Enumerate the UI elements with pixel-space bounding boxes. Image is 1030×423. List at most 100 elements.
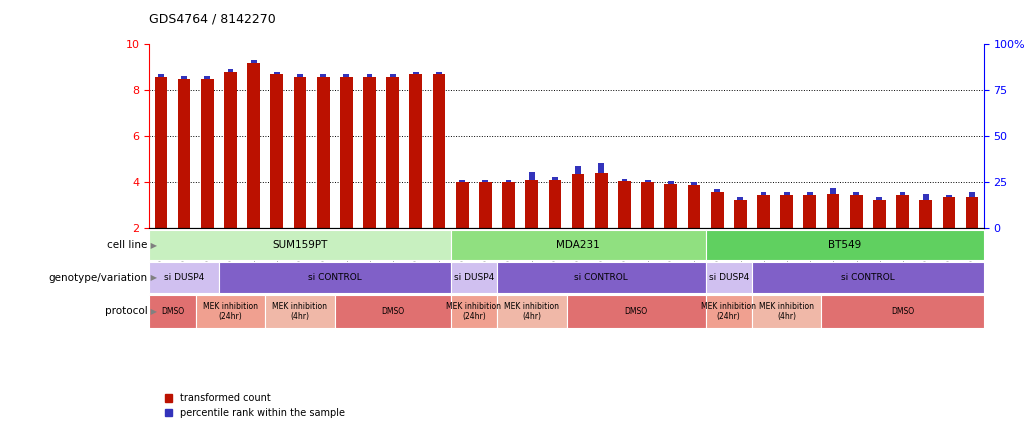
Bar: [642, 182, 654, 228]
Bar: [830, 188, 836, 194]
Bar: [806, 192, 813, 195]
Bar: [154, 77, 167, 228]
Bar: [711, 192, 723, 228]
Text: MEK inhibition
(24hr): MEK inhibition (24hr): [203, 302, 258, 321]
Bar: [218, 262, 451, 293]
Bar: [450, 230, 706, 261]
Bar: [966, 198, 978, 228]
Text: MDA231: MDA231: [556, 240, 599, 250]
Text: si DUSP4: si DUSP4: [709, 273, 749, 282]
Bar: [781, 195, 793, 228]
Bar: [225, 72, 237, 228]
Text: SUM159PT: SUM159PT: [272, 240, 328, 250]
Bar: [969, 192, 975, 198]
Bar: [506, 180, 512, 182]
Bar: [528, 172, 535, 180]
Bar: [873, 200, 886, 228]
Bar: [436, 71, 442, 74]
Bar: [297, 74, 303, 77]
Bar: [757, 195, 769, 228]
Bar: [201, 79, 213, 228]
Legend: transformed count, percentile rank within the sample: transformed count, percentile rank withi…: [165, 393, 345, 418]
Text: MEK inhibition
(4hr): MEK inhibition (4hr): [759, 302, 814, 321]
Bar: [752, 295, 821, 327]
Bar: [920, 200, 932, 228]
Bar: [343, 74, 349, 77]
Bar: [459, 180, 466, 182]
Bar: [803, 195, 816, 228]
Text: cell line: cell line: [107, 240, 147, 250]
Bar: [688, 185, 700, 228]
Bar: [158, 74, 164, 77]
Bar: [149, 230, 451, 261]
Bar: [549, 180, 561, 228]
Bar: [410, 74, 422, 228]
Bar: [266, 295, 335, 327]
Text: si DUSP4: si DUSP4: [164, 273, 204, 282]
Bar: [827, 194, 839, 228]
Bar: [737, 197, 744, 200]
Bar: [645, 180, 651, 182]
Bar: [850, 195, 862, 228]
Bar: [386, 77, 399, 228]
Bar: [821, 295, 984, 327]
Bar: [320, 74, 327, 77]
Bar: [479, 182, 491, 228]
Text: MEK inhibition
(24hr): MEK inhibition (24hr): [701, 302, 756, 321]
Bar: [149, 262, 218, 293]
Text: MEK inhibition
(24hr): MEK inhibition (24hr): [446, 302, 502, 321]
Text: si CONTROL: si CONTROL: [308, 273, 362, 282]
Bar: [714, 189, 720, 192]
Bar: [923, 194, 929, 200]
Text: DMSO: DMSO: [891, 307, 914, 316]
Bar: [450, 295, 496, 327]
Text: MEK inhibition
(4hr): MEK inhibition (4hr): [273, 302, 328, 321]
Bar: [664, 184, 677, 228]
Bar: [149, 295, 196, 327]
Bar: [598, 163, 605, 173]
Bar: [450, 262, 496, 293]
Bar: [482, 180, 488, 182]
Text: BT549: BT549: [828, 240, 861, 250]
Bar: [364, 77, 376, 228]
Bar: [691, 182, 697, 185]
Text: ▶: ▶: [148, 307, 158, 316]
Bar: [877, 197, 883, 200]
Bar: [247, 63, 260, 228]
Bar: [552, 177, 558, 180]
Bar: [706, 230, 984, 261]
Bar: [340, 77, 352, 228]
Text: si CONTROL: si CONTROL: [840, 273, 895, 282]
Bar: [503, 182, 515, 228]
Text: ▶: ▶: [148, 241, 158, 250]
Bar: [572, 174, 584, 228]
Text: protocol: protocol: [104, 306, 147, 316]
Bar: [566, 295, 706, 327]
Text: genotype/variation: genotype/variation: [48, 273, 147, 283]
Bar: [433, 74, 445, 228]
Bar: [896, 195, 908, 228]
Bar: [228, 69, 234, 72]
Bar: [317, 77, 330, 228]
Bar: [496, 262, 706, 293]
Bar: [760, 192, 766, 195]
Bar: [496, 295, 566, 327]
Text: DMSO: DMSO: [381, 307, 404, 316]
Bar: [456, 182, 469, 228]
Bar: [271, 74, 283, 228]
Bar: [178, 79, 191, 228]
Bar: [335, 295, 451, 327]
Bar: [752, 262, 984, 293]
Bar: [196, 295, 265, 327]
Bar: [946, 195, 952, 198]
Bar: [274, 71, 280, 74]
Bar: [734, 200, 747, 228]
Text: si DUSP4: si DUSP4: [453, 273, 494, 282]
Bar: [595, 173, 608, 228]
Bar: [899, 192, 905, 195]
Bar: [181, 76, 187, 79]
Bar: [575, 166, 581, 174]
Bar: [706, 295, 752, 327]
Bar: [667, 181, 674, 184]
Text: DMSO: DMSO: [161, 307, 184, 316]
